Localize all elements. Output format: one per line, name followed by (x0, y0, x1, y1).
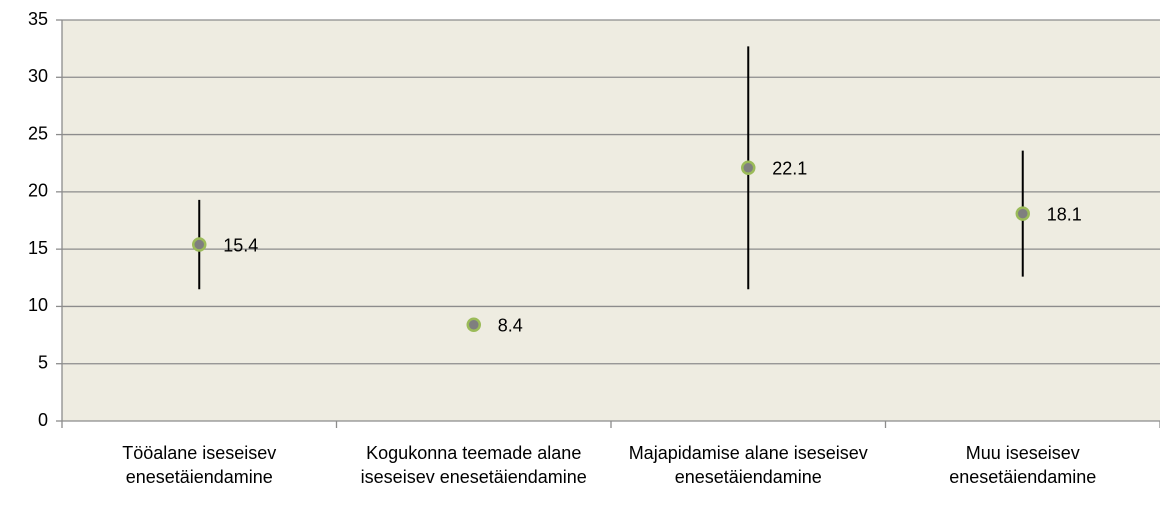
x-tick-label: Muu iseseisev enesetäiendamine (949, 443, 1097, 487)
y-tick-label: 10 (28, 295, 48, 315)
x-tick-label: Majapidamise alane iseseisev enesetäiend… (628, 443, 868, 487)
y-tick-label: 25 (28, 123, 48, 143)
point (466, 317, 481, 333)
data-label: 8.4 (498, 316, 523, 336)
y-tick-label: 15 (28, 238, 48, 258)
y-tick-label: 5 (38, 352, 48, 372)
y-tick-label: 30 (28, 66, 48, 86)
data-label: 18.1 (1047, 204, 1082, 224)
y-tick-label: 0 (38, 410, 48, 430)
y-tick-label: 35 (28, 9, 48, 29)
x-tick-label: Tööalane iseseisev enesetäiendamine (122, 443, 277, 487)
plot-area (62, 20, 1160, 421)
data-label: 22.1 (772, 159, 807, 179)
y-tick-label: 20 (28, 181, 48, 201)
x-tick-label: Kogukonna teemade alane iseseisev eneset… (360, 443, 587, 487)
point (1015, 206, 1030, 221)
point (192, 237, 207, 252)
data-label: 15.4 (223, 235, 258, 255)
point (741, 160, 756, 176)
